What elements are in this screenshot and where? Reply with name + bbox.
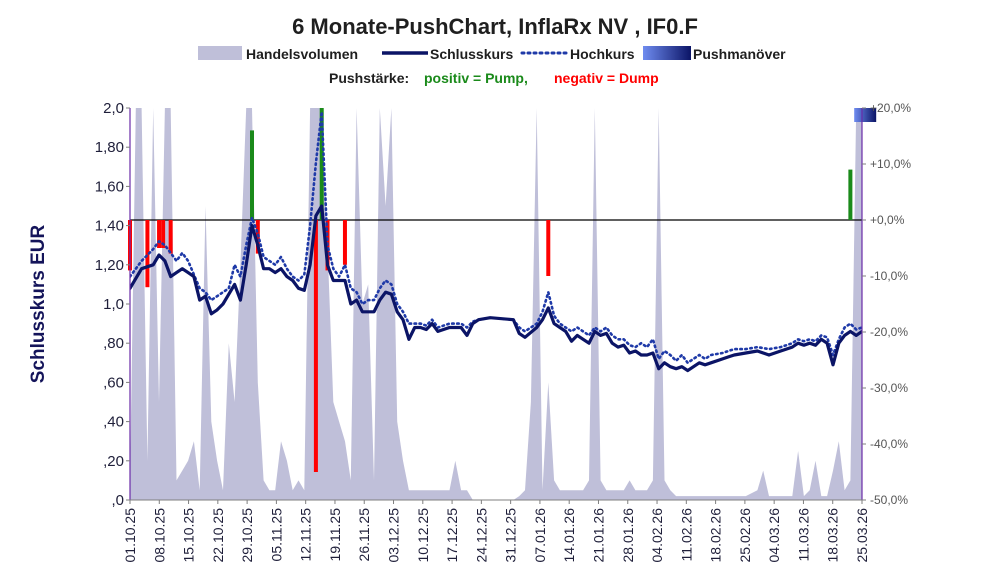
x-tick-label-18: 04.02.26	[649, 508, 665, 563]
x-tick-label-21: 25.02.26	[737, 508, 753, 563]
legend: Handelsvolumen Schlusskurs Hochkurs Push…	[198, 46, 786, 62]
y2-tick-label-5: -30,0%	[870, 381, 908, 395]
y-tick-label-9: ,20	[103, 453, 124, 470]
y2-tick-label-6: -40,0%	[870, 437, 908, 451]
x-tick-label-20: 18.02.26	[708, 508, 724, 563]
x-tick-label-17: 28.01.26	[620, 508, 636, 563]
x-tick-label-5: 05.11.25	[268, 508, 284, 562]
x-tick-label-24: 18.03.26	[825, 508, 841, 563]
push-bar-1	[145, 220, 150, 288]
y-tick-label-5: 1,0	[103, 296, 124, 313]
x-tick-label-16: 21.01.26	[591, 508, 607, 563]
x-tick-label-19: 11.02.26	[678, 508, 694, 562]
plot-area: 2,0 1,80 1,60 1,40 1,20 1,0 ,80 ,60 ,40 ,20 ,0 +20,…	[95, 100, 912, 563]
x-tick-label-2: 15.10.25	[181, 508, 197, 563]
y-tick-label-1: 1,80	[95, 139, 124, 156]
push-caption-negative: negativ = Dump	[554, 70, 659, 86]
series-line-schlusskurs	[130, 204, 862, 373]
push-bar-5	[250, 130, 254, 220]
x-tick-label-7: 19.11.25	[327, 508, 343, 562]
push-bar-4	[168, 220, 173, 254]
y2-tick-label-0: +20,0%	[870, 101, 911, 115]
legend-label-push: Pushmanöver	[693, 46, 786, 62]
x-tick-label-1: 08.10.25	[151, 508, 167, 563]
y-tick-label-0: 2,0	[103, 100, 124, 117]
x-tick-label-9: 03.12.25	[386, 508, 402, 563]
y-tick-label-4: 1,20	[95, 257, 124, 274]
y2-tick-label-3: -10,0%	[870, 269, 908, 283]
pushmanoever-marker	[854, 108, 877, 122]
x-tick-label-22: 04.03.26	[766, 508, 782, 563]
y-tick-label-10: ,0	[111, 492, 124, 509]
x-tick-label-0: 01.10.25	[122, 508, 138, 563]
x-tick-label-11: 17.12.25	[444, 508, 460, 563]
y-tick-label-3: 1,40	[95, 218, 124, 235]
chart-title: 6 Monate-PushChart, InflaRx NV , IF0.F	[292, 14, 698, 39]
y-tick-label-6: ,80	[103, 335, 124, 352]
push-caption-positive: positiv = Pump,	[424, 70, 528, 86]
legend-swatch-volume	[198, 46, 242, 60]
x-tick-label-25: 25.03.26	[854, 508, 870, 563]
y2-tick-label-2: +0,0%	[870, 213, 905, 227]
y2-tick-label-7: -50,0%	[870, 493, 908, 507]
x-tick-label-10: 10.12.25	[415, 508, 431, 563]
legend-swatch-push	[643, 46, 691, 60]
x-tick-label-8: 26.11.25	[356, 508, 372, 562]
legend-label-volume: Handelsvolumen	[246, 46, 358, 62]
y-tick-label-7: ,60	[103, 374, 124, 391]
volume-area	[130, 108, 862, 500]
x-tick-label-15: 14.01.26	[561, 508, 577, 563]
push-bar-11	[546, 220, 551, 276]
y2-tick-label-1: +10,0%	[870, 157, 911, 171]
x-tick-label-13: 31.12.25	[503, 508, 519, 563]
legend-label-close: Schlusskurs	[430, 46, 513, 62]
push-bar-3	[161, 220, 166, 248]
push-caption-label: Pushstärke:	[329, 70, 409, 86]
y2-tick-label-4: -20,0%	[870, 325, 908, 339]
x-tick-label-4: 29.10.25	[239, 508, 255, 563]
x-tick-label-14: 07.01.26	[532, 508, 548, 563]
push-caption: Pushstärke: positiv = Pump, negativ = Du…	[329, 70, 659, 86]
y-axis-label: Schlusskurs EUR	[28, 225, 49, 384]
x-tick-label-3: 22.10.25	[210, 508, 226, 563]
push-bar-10	[342, 220, 347, 265]
y-tick-label-8: ,40	[103, 414, 124, 431]
push-bar-8	[319, 108, 324, 220]
push-bar-2	[157, 220, 162, 248]
legend-label-high: Hochkurs	[570, 46, 635, 62]
x-tick-label-6: 12.11.25	[298, 508, 314, 562]
x-tick-label-23: 11.03.26	[795, 508, 811, 562]
push-bar-7	[313, 220, 318, 472]
push-bar-12	[848, 169, 853, 220]
x-tick-label-12: 24.12.25	[473, 508, 489, 563]
y-tick-label-2: 1,60	[95, 178, 124, 195]
